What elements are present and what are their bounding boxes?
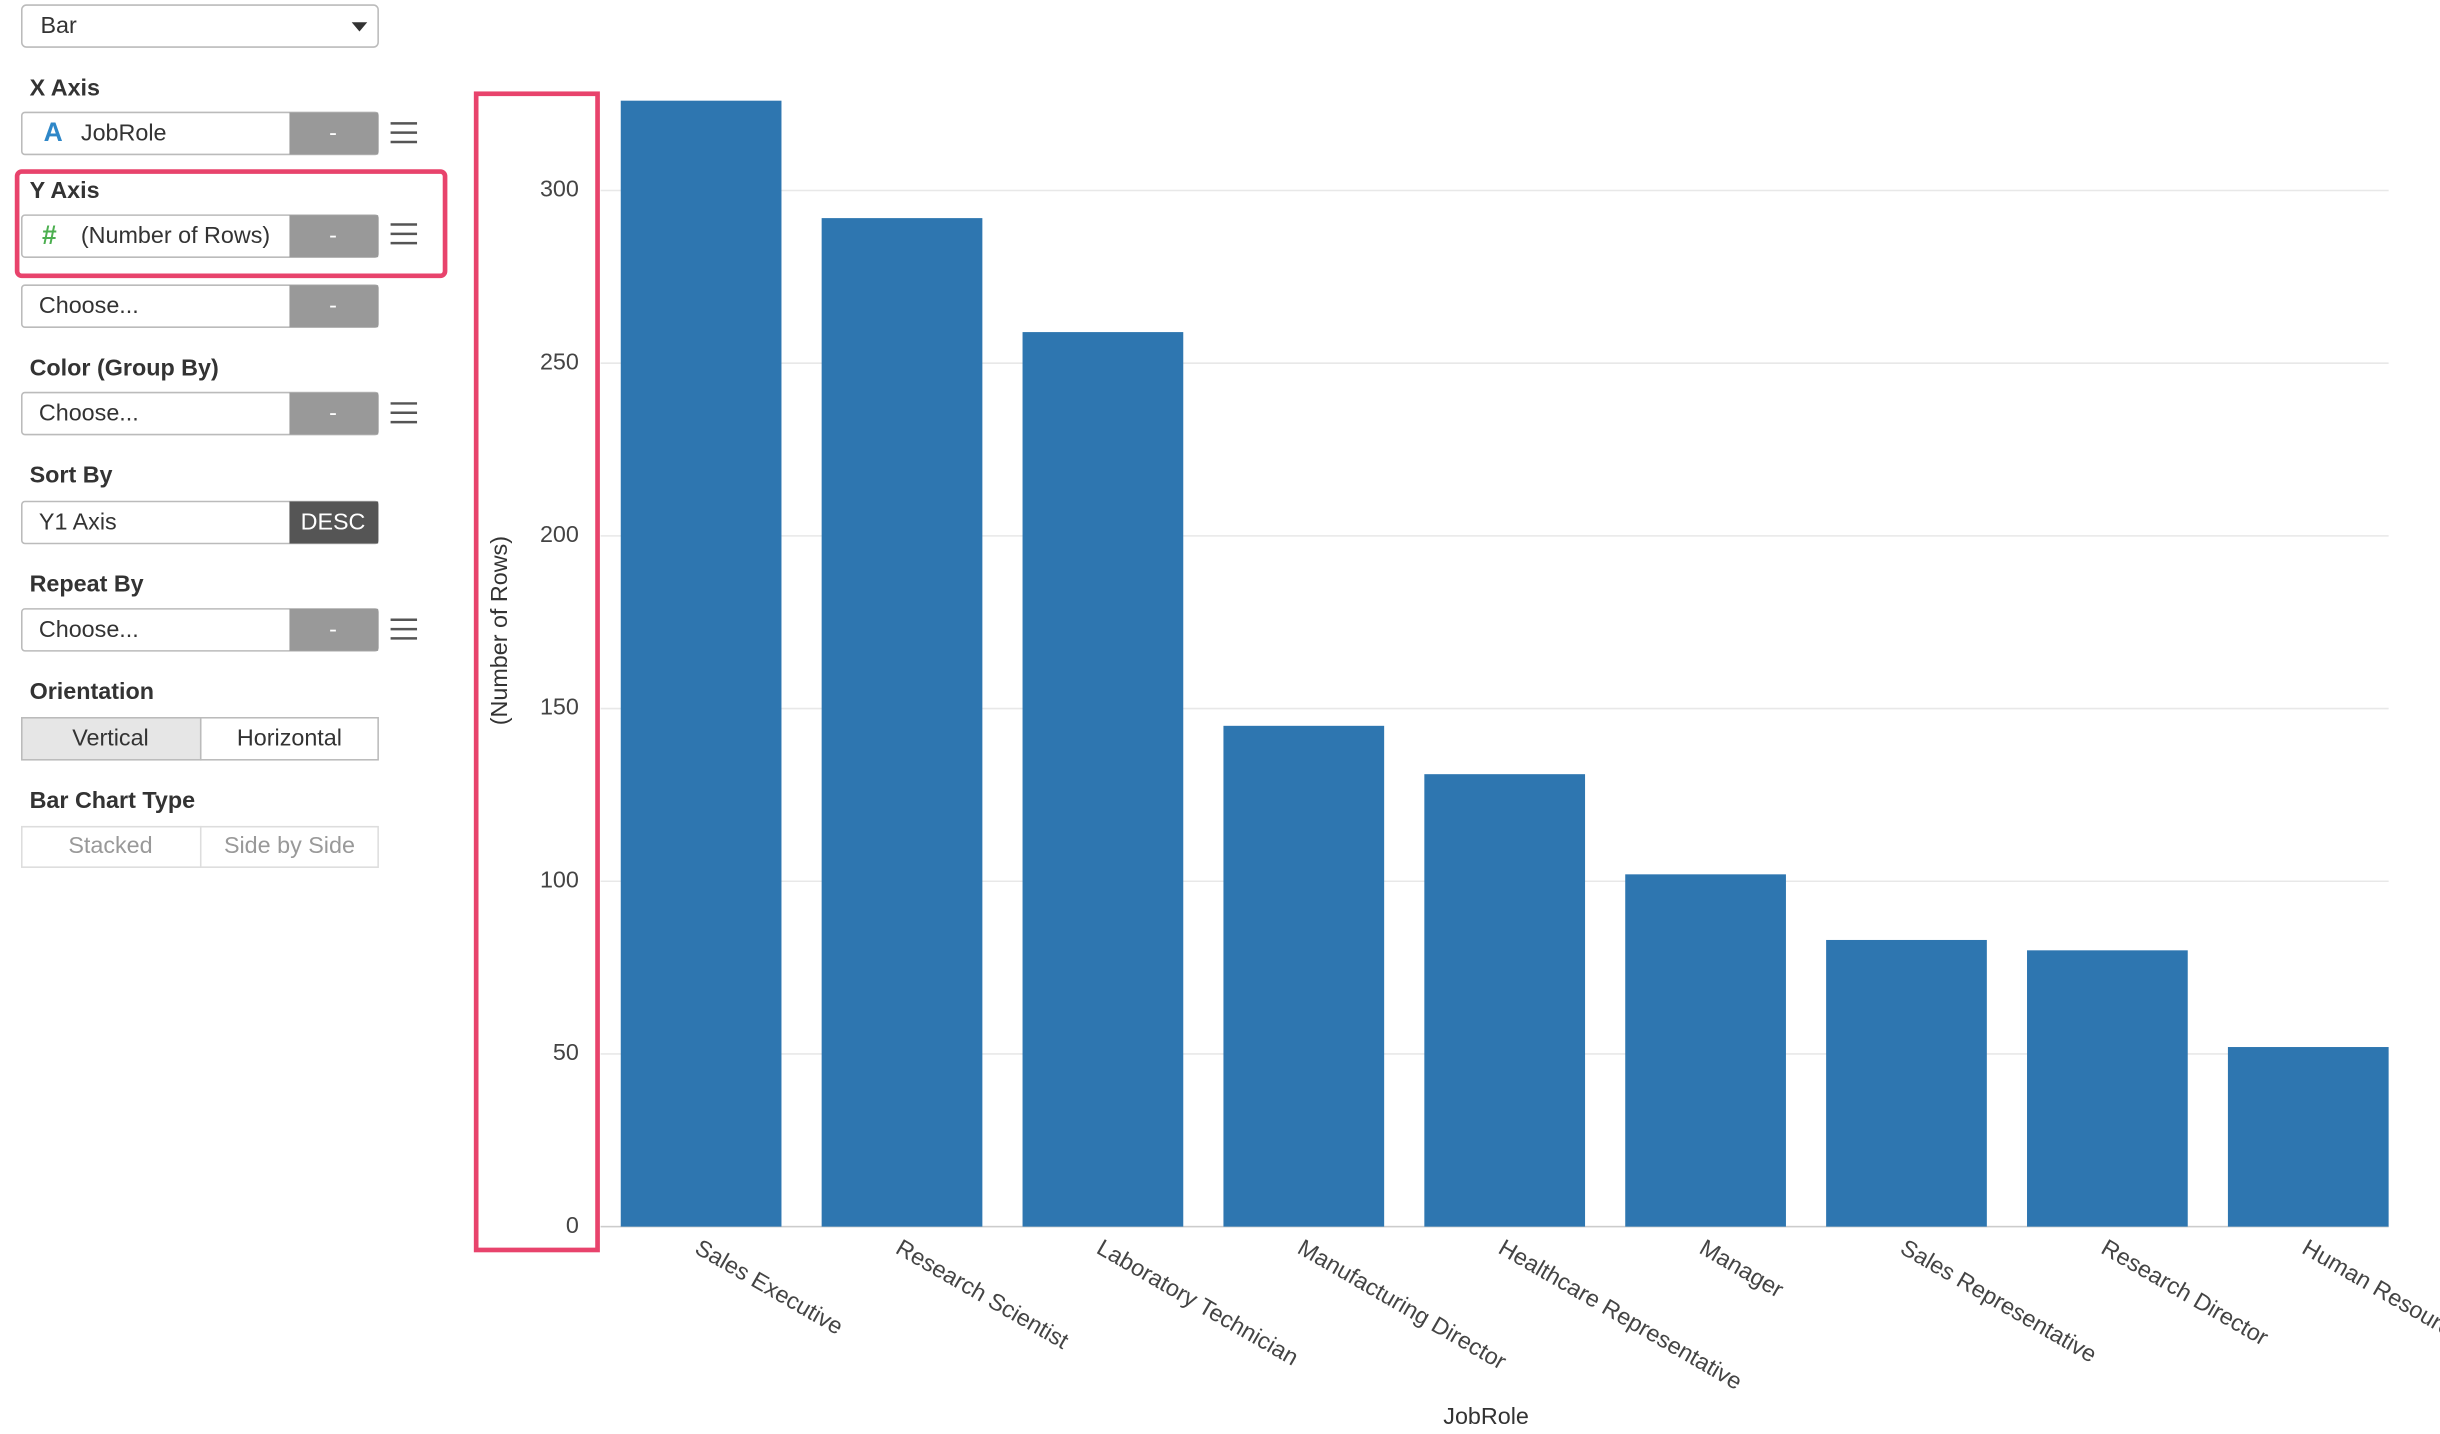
bar <box>1022 332 1184 1227</box>
plot: 0 50 100 150 200 250 300 Sales Executive Researc… <box>540 100 2440 1395</box>
field-name: (Number of Rows) <box>81 222 270 248</box>
option-text: Horizontal <box>237 725 342 751</box>
chart-type-select[interactable] <box>21 4 379 48</box>
x-axis-title: JobRole <box>1443 1403 1529 1429</box>
option-text: Side by Side <box>224 832 355 858</box>
remove-button[interactable] <box>289 392 379 435</box>
toggle-option[interactable] <box>199 716 379 761</box>
menu-icon[interactable] <box>390 122 418 144</box>
section-label: Bar Chart Type <box>30 787 196 813</box>
button-text: - <box>329 400 337 426</box>
x-tick-label: Sales Executive <box>691 1234 848 1340</box>
section-label: Color (Group By) <box>30 354 219 380</box>
section-label: Repeat By <box>30 571 144 597</box>
y-tick-label: 150 <box>540 694 579 720</box>
option-text: Stacked <box>68 832 152 858</box>
field-name: Choose... <box>39 616 139 642</box>
highlight-box <box>14 169 448 279</box>
remove-button[interactable] <box>289 112 379 155</box>
highlight-box <box>473 91 600 1253</box>
bar <box>1424 774 1586 1227</box>
x-tick-label: Laboratory Technician <box>1093 1234 1303 1370</box>
section-label: Y Axis <box>30 177 100 203</box>
button-text: - <box>329 616 337 642</box>
field-icon: A <box>44 117 63 147</box>
bar <box>2027 950 2188 1227</box>
select-value: Bar <box>40 12 77 38</box>
remove-button[interactable] <box>289 285 379 328</box>
bar <box>1223 725 1385 1227</box>
button-text: DESC <box>301 508 366 534</box>
menu-icon[interactable] <box>390 618 418 640</box>
bar <box>2227 1047 2389 1227</box>
section-label: Orientation <box>30 678 154 704</box>
button-text: - <box>329 222 337 248</box>
toggle-option[interactable] <box>21 716 202 761</box>
y-tick-label: 300 <box>540 176 579 202</box>
y-axis-title: (Number of Rows) <box>486 536 512 725</box>
field-name: JobRole <box>81 119 167 145</box>
dropdown-arrow <box>351 22 368 32</box>
toggle-option[interactable] <box>199 825 379 868</box>
x-tick-label: Sales Representative <box>1896 1234 2101 1367</box>
field-name: Choose... <box>39 400 139 426</box>
y-tick-label: 100 <box>540 866 579 892</box>
x-tick-label: Manager <box>1695 1234 1788 1303</box>
button-text: - <box>329 119 337 145</box>
option-text: Vertical <box>72 725 149 751</box>
button-text: - <box>329 292 337 318</box>
y-tick-label: 200 <box>540 521 579 547</box>
y-tick-label: 50 <box>553 1039 579 1065</box>
bar <box>821 218 983 1227</box>
y-tick-label: 0 <box>566 1212 579 1238</box>
menu-icon[interactable] <box>390 223 418 245</box>
x-tick-label: Human Resources <box>2298 1234 2440 1353</box>
bar <box>1625 874 1786 1227</box>
x-tick-label: Research Director <box>2097 1234 2273 1351</box>
field-name: Y1 Axis <box>39 508 117 534</box>
x-tick-label: Research Scientist <box>892 1234 1074 1354</box>
field-icon: # <box>42 220 57 250</box>
x-tick-label: Manufacturing Director <box>1294 1234 1512 1375</box>
toggle-option[interactable] <box>21 825 202 868</box>
bar <box>620 100 782 1227</box>
remove-button[interactable] <box>289 608 379 651</box>
remove-button[interactable] <box>289 215 379 258</box>
field-name: Choose... <box>39 292 139 318</box>
section-label: Sort By <box>30 462 113 488</box>
y-tick-label: 250 <box>540 348 579 374</box>
sort-button[interactable] <box>289 501 379 544</box>
section-label: X Axis <box>30 74 100 100</box>
menu-icon[interactable] <box>390 402 418 424</box>
bar <box>1826 939 1987 1227</box>
